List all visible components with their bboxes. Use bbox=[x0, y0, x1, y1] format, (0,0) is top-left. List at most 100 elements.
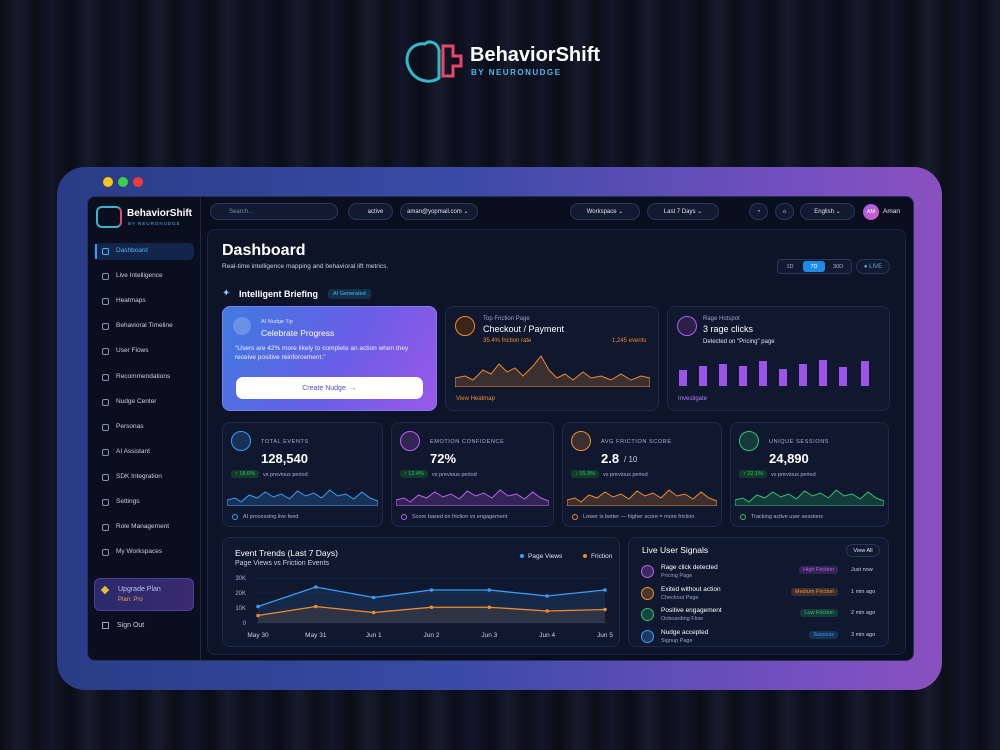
language: English bbox=[814, 208, 834, 215]
metric-sparkline bbox=[396, 489, 549, 506]
signal-icon bbox=[641, 608, 654, 621]
chart: 0 10K 20K 30K May 30 May 31 Jun 1 Jun 2 Jun 3 Jun… bbox=[235, 553, 613, 639]
rage-card bbox=[667, 306, 890, 411]
nav-icon bbox=[102, 549, 109, 557]
briefing-title: Intelligent Briefing bbox=[239, 289, 319, 299]
nav-item[interactable]: Settings bbox=[116, 498, 140, 505]
nav-icon bbox=[102, 423, 109, 431]
metric-footer: Tracking active user sessions bbox=[751, 514, 823, 520]
period[interactable]: 1D bbox=[786, 263, 794, 270]
nav-item[interactable]: My Workspaces bbox=[116, 548, 163, 556]
nav-item[interactable]: Role Management bbox=[116, 523, 170, 531]
x-tick-label: May 31 bbox=[305, 632, 327, 639]
live-pill[interactable]: ● LIVE bbox=[856, 259, 890, 274]
element bbox=[739, 366, 747, 386]
brand-icon bbox=[96, 206, 122, 228]
legend-swatch bbox=[520, 554, 524, 558]
metric-compare: vs previous period bbox=[771, 472, 816, 478]
metric-delta: ↑ 12.4% bbox=[400, 470, 428, 478]
nav-item[interactable]: Heatmaps bbox=[116, 297, 146, 305]
metric-footer-icon bbox=[232, 514, 238, 520]
y-tick-label: 10K bbox=[235, 606, 246, 612]
nav-icon bbox=[102, 499, 109, 506]
page-subtitle: Real-time intelligence mapping and behav… bbox=[222, 263, 389, 270]
workspace-pill[interactable]: Workspace ⌄ bbox=[570, 203, 640, 220]
friction-events: 1,245 events bbox=[612, 338, 647, 344]
x-tick-label: Jun 1 bbox=[366, 632, 382, 639]
nav-item[interactable]: AI Assistant bbox=[116, 447, 150, 455]
briefing-badge: AI Generated bbox=[328, 289, 371, 299]
friction-title: Checkout / Payment bbox=[483, 324, 565, 334]
x-tick-label: May 30 bbox=[247, 632, 269, 639]
metric-icon bbox=[400, 431, 420, 451]
initials: AM bbox=[866, 209, 876, 215]
email: aman@yopmail.com bbox=[407, 208, 462, 215]
nav-item[interactable]: Live Intelligence bbox=[116, 272, 163, 280]
period[interactable]: 30D bbox=[832, 263, 844, 270]
brand-name: BehaviorShift bbox=[127, 208, 193, 219]
upgrade-box[interactable] bbox=[94, 578, 194, 611]
signout[interactable]: Sign Out bbox=[117, 622, 145, 629]
theme[interactable]: ☼ bbox=[775, 203, 794, 220]
language-pill[interactable]: English ⌄ bbox=[800, 203, 855, 220]
period[interactable]: 7D bbox=[803, 261, 825, 272]
create-nudge[interactable]: Create Nudge → bbox=[236, 377, 423, 399]
avatar[interactable]: AM bbox=[863, 204, 879, 220]
sparkline bbox=[396, 489, 549, 506]
point bbox=[256, 604, 260, 609]
nav-icon bbox=[102, 248, 109, 255]
dot bbox=[133, 177, 143, 187]
point bbox=[429, 605, 434, 610]
nav-item[interactable]: User Flows bbox=[116, 347, 149, 355]
nav-item[interactable]: Nudge Center bbox=[116, 397, 157, 405]
legend-swatch bbox=[583, 554, 587, 558]
metric-compare: vs previous period bbox=[603, 472, 648, 478]
point bbox=[603, 607, 607, 612]
signals-card bbox=[628, 537, 889, 647]
element bbox=[679, 360, 869, 386]
rage-detail: Detected on "Pricing" page bbox=[703, 339, 775, 345]
tip-label: AI Nudge Tip bbox=[261, 319, 293, 325]
button-text: Create Nudge bbox=[302, 384, 346, 392]
heatmap-link[interactable]: View Heatmap bbox=[456, 396, 495, 402]
area bbox=[258, 606, 605, 623]
tip-quote: "Users are 42% more likely to complete a… bbox=[235, 345, 409, 361]
point bbox=[487, 588, 492, 592]
nav-item[interactable]: Behavioral Timeline bbox=[116, 322, 173, 330]
signal-icon bbox=[641, 586, 654, 600]
signal-icon bbox=[641, 629, 654, 643]
friction-card bbox=[445, 306, 659, 411]
user: Aman bbox=[883, 208, 900, 215]
element bbox=[759, 361, 767, 386]
status-pill[interactable]: active bbox=[348, 203, 393, 220]
investigate-link[interactable]: Investigate bbox=[678, 396, 708, 402]
email-pill[interactable]: aman@yopmail.com ⌄ bbox=[400, 203, 478, 220]
point bbox=[314, 585, 318, 589]
tip-title: Celebrate Progress bbox=[261, 328, 335, 338]
signal-badge: Medium Friction bbox=[790, 587, 838, 596]
signal-title: Rage click detected bbox=[661, 564, 718, 571]
bell[interactable]: ◔ bbox=[749, 203, 768, 220]
nav-item[interactable]: Recommendations bbox=[116, 372, 171, 380]
nav-item[interactable]: Personas bbox=[116, 422, 144, 430]
view-all[interactable]: View All bbox=[846, 544, 880, 557]
element bbox=[441, 44, 463, 78]
nav-icon bbox=[102, 398, 109, 406]
divider bbox=[200, 197, 201, 660]
search[interactable]: Search... bbox=[210, 203, 338, 220]
range-pill[interactable]: Last 7 Days ⌄ bbox=[647, 203, 719, 220]
signal-page: Pricing Page bbox=[661, 573, 693, 579]
chart-title: Event Trends (Last 7 Days) bbox=[235, 548, 338, 558]
point bbox=[314, 604, 318, 609]
page-title: Dashboard bbox=[222, 242, 306, 259]
nav-item[interactable]: Dashboard bbox=[116, 247, 148, 254]
element bbox=[699, 366, 707, 386]
sparkline bbox=[567, 489, 717, 506]
x-tick-label: Jun 3 bbox=[481, 632, 497, 639]
point bbox=[371, 610, 376, 615]
metric-label: UNIQUE SESSIONS bbox=[769, 439, 830, 445]
nav-item[interactable]: SDK Integration bbox=[116, 472, 162, 480]
signal-badge: Success bbox=[809, 630, 838, 639]
element bbox=[779, 369, 787, 386]
x-tick-label: Jun 5 bbox=[597, 632, 613, 639]
